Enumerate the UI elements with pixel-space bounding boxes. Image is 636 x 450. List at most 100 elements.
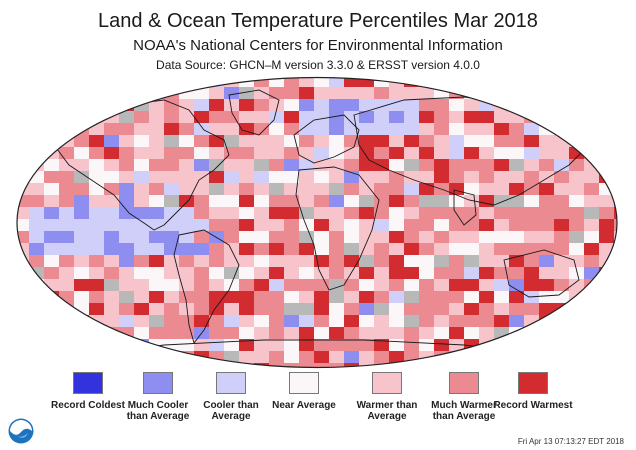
- grid-cell: [44, 351, 59, 363]
- grid-cell: [419, 219, 434, 231]
- grid-cell: [464, 279, 479, 291]
- grid-cell: [539, 351, 554, 363]
- grid-cell: [134, 207, 149, 219]
- grid-cell: [134, 135, 149, 147]
- grid-cell: [29, 231, 44, 243]
- grid-cell: [224, 207, 239, 219]
- grid-cell: [614, 303, 617, 315]
- grid-cell: [299, 171, 314, 183]
- grid-cell: [299, 231, 314, 243]
- grid-cell: [44, 111, 59, 123]
- grid-cell: [44, 363, 59, 368]
- grid-cell: [479, 111, 494, 123]
- grid-cell: [464, 243, 479, 255]
- grid-cell: [344, 255, 359, 267]
- grid-cell: [104, 255, 119, 267]
- grid-cell: [419, 339, 434, 351]
- grid-cell: [164, 219, 179, 231]
- grid-cell: [194, 147, 209, 159]
- grid-cell: [614, 171, 617, 183]
- grid-cell: [59, 255, 74, 267]
- grid-cell: [554, 363, 569, 368]
- grid-cell: [134, 351, 149, 363]
- grid-cell: [164, 231, 179, 243]
- grid-cell: [29, 255, 44, 267]
- grid-cell: [524, 327, 539, 339]
- grid-cell: [614, 363, 617, 368]
- grid-cell: [269, 291, 284, 303]
- grid-cell: [194, 77, 209, 87]
- grid-cell: [149, 243, 164, 255]
- grid-cell: [509, 147, 524, 159]
- grid-cell: [74, 207, 89, 219]
- grid-cell: [434, 243, 449, 255]
- grid-cell: [299, 135, 314, 147]
- grid-cell: [119, 267, 134, 279]
- grid-cell: [599, 231, 614, 243]
- grid-cell: [494, 195, 509, 207]
- grid-cell: [419, 327, 434, 339]
- grid-cell: [284, 135, 299, 147]
- grid-cell: [509, 279, 524, 291]
- grid-cell: [419, 267, 434, 279]
- grid-cell: [254, 279, 269, 291]
- grid-cell: [209, 123, 224, 135]
- grid-cell: [89, 255, 104, 267]
- grid-cell: [419, 279, 434, 291]
- grid-cell: [239, 243, 254, 255]
- grid-cell: [494, 363, 509, 368]
- grid-cell: [404, 315, 419, 327]
- grid-cell: [569, 195, 584, 207]
- grid-cell: [44, 207, 59, 219]
- grid-cell: [404, 267, 419, 279]
- grid-cell: [149, 195, 164, 207]
- grid-cell: [464, 111, 479, 123]
- grid-cell: [179, 99, 194, 111]
- grid-cell: [509, 315, 524, 327]
- grid-cell: [374, 351, 389, 363]
- grid-cell: [44, 231, 59, 243]
- grid-cell: [209, 279, 224, 291]
- grid-cell: [119, 77, 134, 87]
- grid-cell: [359, 243, 374, 255]
- grid-cell: [554, 87, 569, 99]
- grid-cell: [269, 207, 284, 219]
- grid-cell: [464, 171, 479, 183]
- grid-cell: [254, 123, 269, 135]
- grid-cell: [419, 135, 434, 147]
- grid-cell: [134, 147, 149, 159]
- grid-cell: [464, 255, 479, 267]
- grid-cell: [539, 231, 554, 243]
- grid-cell: [194, 279, 209, 291]
- grid-cell: [494, 303, 509, 315]
- grid-cell: [314, 111, 329, 123]
- grid-cell: [149, 207, 164, 219]
- grid-cell: [44, 267, 59, 279]
- map-subtitle: NOAA's National Centers for Environmenta…: [133, 37, 503, 54]
- legend: Record Coldest Much Cooler than Average …: [0, 372, 636, 432]
- grid-cell: [479, 291, 494, 303]
- grid-cell: [479, 195, 494, 207]
- grid-cell: [524, 135, 539, 147]
- grid-cell: [614, 339, 617, 351]
- grid-cell: [224, 87, 239, 99]
- grid-cell: [239, 159, 254, 171]
- grid-cell: [404, 183, 419, 195]
- grid-cell: [29, 135, 44, 147]
- grid-cell: [284, 219, 299, 231]
- grid-cell: [254, 351, 269, 363]
- legend-swatch: [449, 372, 479, 394]
- grid-cell: [104, 87, 119, 99]
- globe-outline: [16, 76, 618, 369]
- grid-cell: [434, 219, 449, 231]
- grid-cell: [44, 87, 59, 99]
- grid-cell: [254, 339, 269, 351]
- grid-cell: [269, 87, 284, 99]
- grid-cell: [404, 243, 419, 255]
- grid-cell: [209, 207, 224, 219]
- grid-cell: [599, 279, 614, 291]
- grid-cell: [614, 99, 617, 111]
- grid-cell: [524, 99, 539, 111]
- grid-cell: [509, 231, 524, 243]
- grid-cell: [59, 171, 74, 183]
